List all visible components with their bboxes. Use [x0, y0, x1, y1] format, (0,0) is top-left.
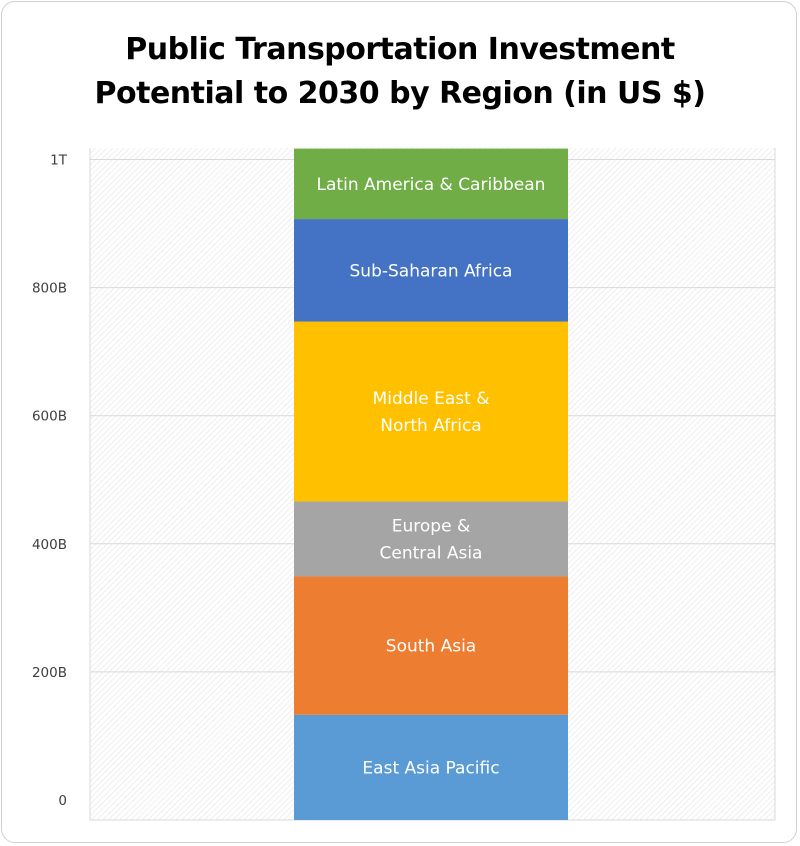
segment-label-line: Central Asia	[380, 543, 483, 563]
segment-label-line: North Africa	[380, 416, 481, 436]
segment-label-line: Middle East &	[373, 389, 490, 409]
y-tick-label-0: 0	[58, 793, 67, 809]
y-tick-label-5: 1T	[50, 153, 68, 169]
segment-label-2: Europe & Central Asia	[380, 516, 483, 563]
segment-label-5: Latin America & Caribbean	[317, 175, 546, 195]
segment-label-line: South Asia	[386, 637, 476, 657]
bar-segment-2	[294, 501, 568, 577]
chart-title: Public Transportation Investment Potenti…	[0, 28, 800, 116]
segment-label-1: South Asia	[386, 637, 476, 657]
segment-label-line: East Asia Pacific	[362, 758, 499, 778]
chart-title-line-1: Public Transportation Investment	[125, 32, 675, 67]
y-tick-label-4: 800B	[32, 281, 67, 297]
segment-labels: East Asia Pacific South Asia Europe & Centr…	[317, 175, 546, 779]
bar-segment-1	[294, 576, 568, 715]
segment-label-0: East Asia Pacific	[362, 758, 499, 778]
chart-title-line-2: Potential to 2030 by Region (in US $)	[94, 76, 706, 111]
segment-label-3: Middle East & North Africa	[373, 389, 490, 436]
bar-segment-5	[294, 148, 568, 220]
segment-label-line: Europe &	[392, 516, 470, 536]
bar-segment-3	[294, 321, 568, 502]
bar-segment-0	[294, 714, 568, 820]
segment-label-line: Latin America & Caribbean	[317, 175, 546, 195]
stacked-bar	[294, 148, 568, 820]
y-tick-label-1: 200B	[32, 665, 67, 681]
y-axis-ticks: 0 200B 400B 600B 800B 1T	[32, 153, 68, 810]
y-tick-label-2: 400B	[32, 537, 67, 553]
bar-segment-4	[294, 219, 568, 322]
segment-label-4: Sub-Saharan Africa	[350, 261, 513, 281]
y-tick-label-3: 600B	[32, 409, 67, 425]
segment-label-line: Sub-Saharan Africa	[350, 261, 513, 281]
